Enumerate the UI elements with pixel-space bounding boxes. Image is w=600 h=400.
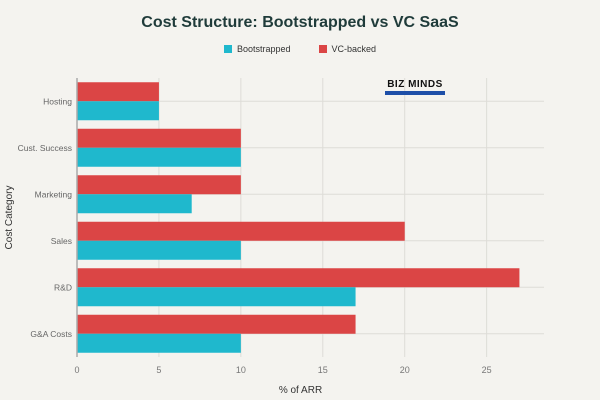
bar-bootstrapped: [77, 147, 241, 167]
bar-bootstrapped: [77, 240, 241, 260]
y-tick-label: Sales: [51, 236, 72, 246]
y-tick-label: R&D: [54, 282, 72, 292]
bizminds-logo: BIZ MINDS: [385, 79, 445, 95]
legend-label: VC-backed: [331, 44, 377, 54]
x-axis-title: % of ARR: [279, 385, 322, 396]
bar-bootstrapped: [77, 194, 192, 214]
y-tick-label: Marketing: [35, 189, 73, 199]
bar-bootstrapped: [77, 333, 241, 353]
x-tick-label: 25: [482, 365, 492, 375]
y-axis-title: Cost Category: [4, 186, 15, 250]
legend-label: Bootstrapped: [236, 44, 291, 54]
logo-text: BIZ MINDS: [387, 79, 443, 90]
bar-bootstrapped: [77, 287, 356, 307]
x-tick-label: 15: [318, 365, 328, 375]
x-tick-label: 0: [74, 365, 79, 375]
bar-vc-backed: [77, 82, 159, 102]
bar-vc-backed: [77, 268, 520, 288]
legend-item-vc-backed[interactable]: VC-backed: [318, 44, 377, 54]
chart-title: Cost Structure: Bootstrapped vs VC SaaS: [141, 14, 459, 31]
bar-vc-backed: [77, 175, 241, 195]
legend-swatch: [223, 45, 232, 53]
bar-vc-backed: [77, 128, 241, 148]
x-tick-label: 10: [236, 365, 246, 375]
bar-bootstrapped: [77, 101, 159, 121]
bar-vc-backed: [77, 314, 356, 334]
x-tick-label: 20: [400, 365, 410, 375]
y-tick-label: G&A Costs: [30, 329, 72, 339]
y-tick-label: Hosting: [43, 96, 72, 106]
legend: Bootstrapped VC-backed: [0, 44, 600, 54]
bar-vc-backed: [77, 221, 405, 241]
legend-item-bootstrapped[interactable]: Bootstrapped: [223, 44, 291, 54]
legend-swatch: [318, 45, 327, 53]
x-tick-label: 5: [156, 365, 161, 375]
y-tick-label: Cust. Success: [18, 143, 72, 153]
